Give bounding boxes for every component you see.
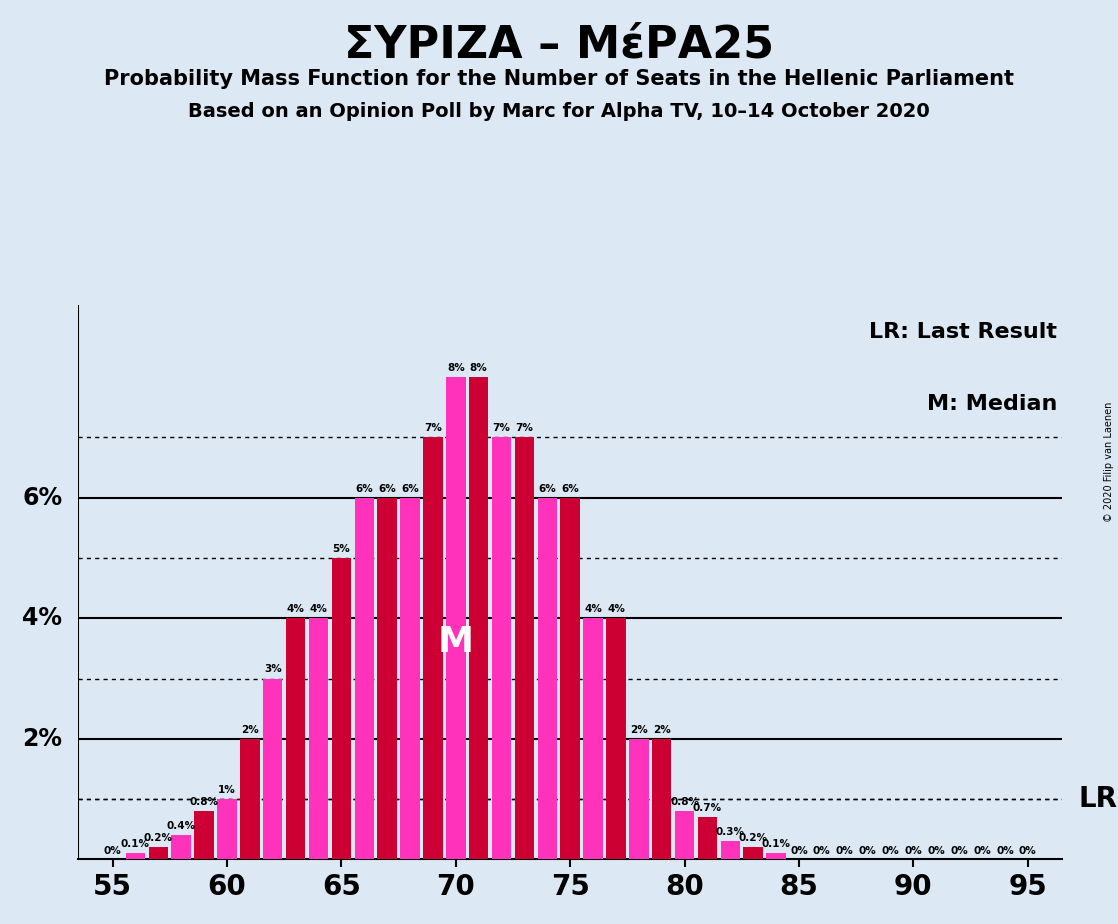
- Bar: [354, 498, 375, 859]
- Text: 0%: 0%: [928, 846, 945, 857]
- Text: 6%: 6%: [22, 486, 63, 510]
- Bar: [263, 678, 283, 859]
- Text: 6%: 6%: [539, 483, 556, 493]
- Text: 0%: 0%: [973, 846, 991, 857]
- Text: 0%: 0%: [813, 846, 831, 857]
- Bar: [492, 437, 511, 859]
- Text: 6%: 6%: [378, 483, 396, 493]
- Text: Based on an Opinion Poll by Marc for Alpha TV, 10–14 October 2020: Based on an Opinion Poll by Marc for Alp…: [188, 102, 930, 121]
- Text: 0%: 0%: [904, 846, 922, 857]
- Text: 0%: 0%: [104, 846, 122, 857]
- Text: M: Median: M: Median: [927, 394, 1058, 414]
- Text: 6%: 6%: [401, 483, 419, 493]
- Text: 3%: 3%: [264, 664, 282, 675]
- Text: 7%: 7%: [493, 423, 511, 433]
- Text: 0.2%: 0.2%: [739, 833, 768, 843]
- Bar: [629, 739, 648, 859]
- Text: 2%: 2%: [22, 727, 63, 751]
- Bar: [743, 847, 762, 859]
- Bar: [652, 739, 672, 859]
- Text: 1%: 1%: [218, 784, 236, 795]
- Bar: [286, 618, 305, 859]
- Bar: [514, 437, 534, 859]
- Text: 4%: 4%: [22, 606, 63, 630]
- Text: 2%: 2%: [241, 724, 258, 735]
- Text: 7%: 7%: [424, 423, 442, 433]
- Text: 0.3%: 0.3%: [716, 827, 745, 837]
- Text: 7%: 7%: [515, 423, 533, 433]
- Text: 4%: 4%: [607, 604, 625, 614]
- Text: ΣΥΡΙΖΑ – ΜέΡΑ25: ΣΥΡΙΖΑ – ΜέΡΑ25: [344, 23, 774, 67]
- Text: © 2020 Filip van Laenen: © 2020 Filip van Laenen: [1105, 402, 1114, 522]
- Text: 0.8%: 0.8%: [670, 796, 699, 807]
- Text: 0.1%: 0.1%: [761, 839, 790, 849]
- Bar: [538, 498, 557, 859]
- Bar: [424, 437, 443, 859]
- Bar: [721, 841, 740, 859]
- Bar: [378, 498, 397, 859]
- Text: 0.4%: 0.4%: [167, 821, 196, 831]
- Bar: [217, 799, 237, 859]
- Text: 0%: 0%: [859, 846, 877, 857]
- Text: 8%: 8%: [447, 363, 465, 373]
- Bar: [446, 377, 465, 859]
- Text: 4%: 4%: [584, 604, 601, 614]
- Text: 4%: 4%: [286, 604, 304, 614]
- Bar: [149, 847, 168, 859]
- Bar: [171, 835, 191, 859]
- Bar: [400, 498, 419, 859]
- Text: 0%: 0%: [836, 846, 854, 857]
- Text: 0%: 0%: [790, 846, 808, 857]
- Text: 0%: 0%: [1018, 846, 1036, 857]
- Text: 2%: 2%: [629, 724, 647, 735]
- Text: LR: LR: [1078, 785, 1117, 813]
- Text: 6%: 6%: [561, 483, 579, 493]
- Text: 0.7%: 0.7%: [693, 803, 722, 813]
- Bar: [698, 817, 717, 859]
- Bar: [468, 377, 489, 859]
- Text: 2%: 2%: [653, 724, 671, 735]
- Text: 8%: 8%: [470, 363, 487, 373]
- Bar: [766, 853, 786, 859]
- Bar: [675, 811, 694, 859]
- Text: 4%: 4%: [310, 604, 328, 614]
- Text: Probability Mass Function for the Number of Seats in the Hellenic Parliament: Probability Mass Function for the Number…: [104, 69, 1014, 90]
- Bar: [606, 618, 626, 859]
- Bar: [309, 618, 329, 859]
- Text: 6%: 6%: [356, 483, 373, 493]
- Text: LR: Last Result: LR: Last Result: [869, 322, 1058, 342]
- Bar: [125, 853, 145, 859]
- Bar: [332, 558, 351, 859]
- Text: 0%: 0%: [882, 846, 899, 857]
- Text: 0.8%: 0.8%: [190, 796, 219, 807]
- Text: 0%: 0%: [950, 846, 968, 857]
- Text: 0%: 0%: [996, 846, 1014, 857]
- Text: M: M: [438, 626, 474, 660]
- Bar: [560, 498, 580, 859]
- Bar: [584, 618, 603, 859]
- Bar: [240, 739, 259, 859]
- Text: 0.1%: 0.1%: [121, 839, 150, 849]
- Text: 0.2%: 0.2%: [144, 833, 173, 843]
- Text: 5%: 5%: [332, 544, 350, 553]
- Bar: [195, 811, 214, 859]
